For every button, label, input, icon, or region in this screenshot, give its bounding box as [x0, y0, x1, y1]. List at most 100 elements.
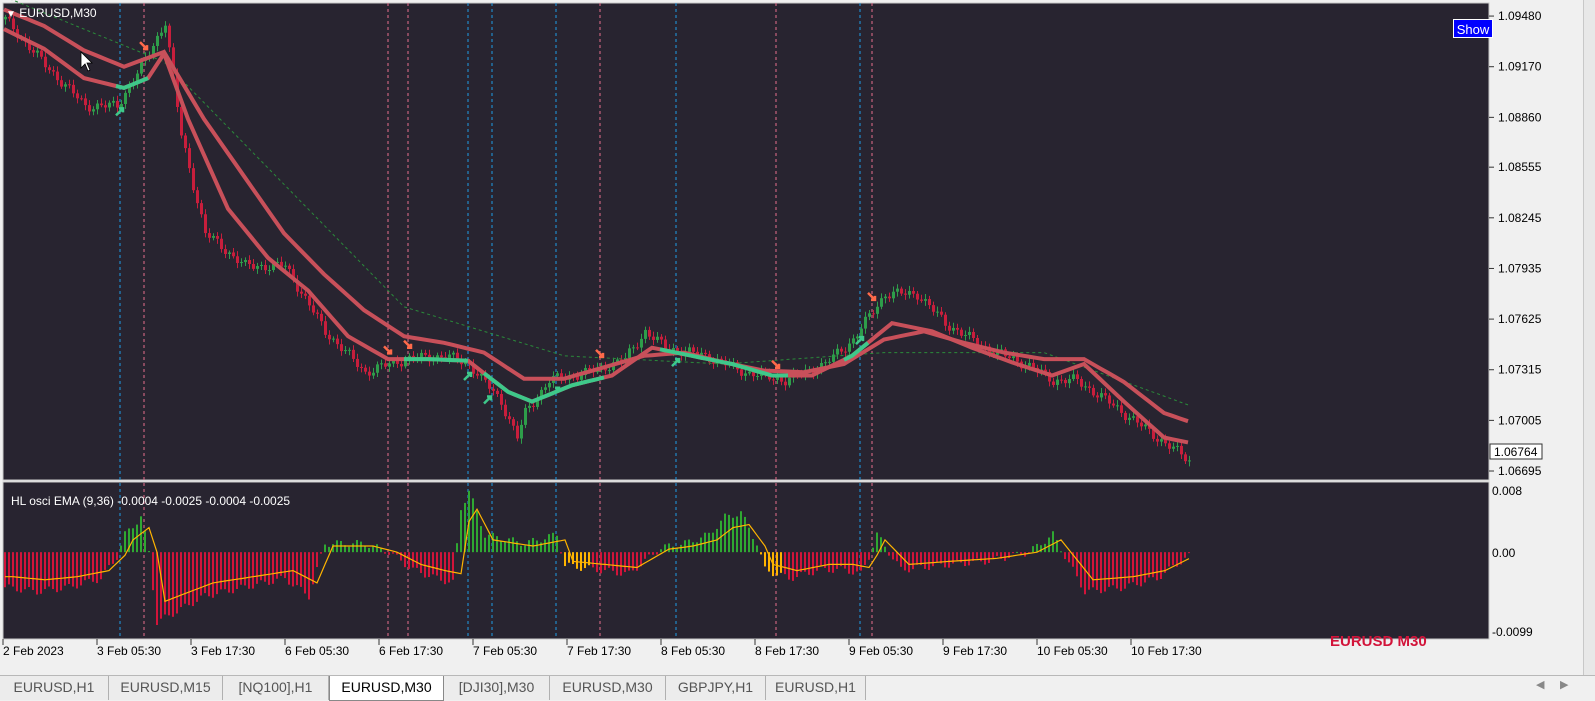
ema-up-segment — [404, 357, 469, 363]
candle-body — [712, 362, 715, 364]
osc-bar — [220, 552, 222, 590]
osc-bar — [480, 526, 482, 553]
tab-scroll-left-icon[interactable]: ◀ — [1536, 679, 1545, 691]
osc-bar — [820, 552, 822, 567]
price-pane[interactable] — [2, 2, 1490, 481]
time-tick-label: 10 Feb 17:30 — [1131, 644, 1202, 658]
candle-body — [1132, 416, 1135, 418]
osc-bar — [752, 538, 754, 553]
collapse-triangle-icon[interactable]: ▼ — [6, 9, 16, 20]
osc-bar — [700, 537, 702, 553]
candle-body — [676, 348, 679, 352]
tab-eurusd-m15[interactable]: EURUSD,M15 — [109, 676, 223, 700]
chart-area[interactable]: 1.09480 1.09170 1.08860 1.08555 1.08245 1.079… — [0, 0, 1583, 675]
tab-nq100-h1[interactable]: [NQ100],H1 — [223, 676, 329, 700]
osc-bar — [1120, 552, 1122, 592]
osc-bar — [436, 552, 438, 576]
candle-body — [256, 266, 259, 269]
osc-bar — [300, 552, 302, 587]
osc-bar — [852, 552, 854, 575]
osc-bar — [16, 552, 18, 592]
candle-body — [772, 379, 775, 381]
osc-bar — [668, 543, 670, 553]
osc-bar — [1028, 552, 1030, 554]
candle-body — [296, 280, 299, 292]
osc-bar — [780, 552, 782, 573]
candle-body — [260, 264, 263, 267]
time-tick-label: 7 Feb 05:30 — [473, 644, 537, 658]
candle-body — [268, 270, 271, 272]
osc-bar — [812, 552, 814, 576]
osc-bar — [224, 552, 226, 590]
candle-body — [368, 371, 371, 376]
candle-body — [244, 260, 247, 263]
osc-bar — [112, 552, 114, 564]
osc-bar — [1172, 552, 1174, 566]
tab-eurusd-h1[interactable]: EURUSD,H1 — [0, 676, 109, 700]
show-button[interactable]: Show — [1453, 19, 1493, 38]
osc-bar — [992, 552, 994, 558]
osc-bar — [960, 552, 962, 563]
indicator-tick-label: 0.008 — [1492, 484, 1522, 498]
osc-bar — [824, 552, 826, 568]
osc-bar — [1180, 552, 1182, 565]
osc-bar — [172, 552, 174, 617]
tab-eurusd-h1-2[interactable]: EURUSD,H1 — [766, 676, 866, 700]
osc-bar — [24, 552, 26, 590]
osc-bar — [816, 552, 818, 571]
candle-body — [848, 343, 851, 352]
candle-body — [212, 235, 215, 238]
price-tick-label: 1.09480 — [1498, 9, 1542, 23]
time-tick-label: 10 Feb 05:30 — [1037, 644, 1108, 658]
candle-body — [60, 80, 63, 87]
candle-body — [272, 262, 275, 271]
indicator-pane[interactable] — [2, 481, 1490, 640]
osc-bar — [384, 552, 386, 554]
sell-arrow-icon — [403, 339, 413, 350]
osc-bar — [520, 545, 522, 553]
candle-body — [72, 84, 75, 94]
candle-body — [248, 260, 251, 265]
candle-body — [784, 381, 787, 386]
ema-slow-line — [3, 7, 1189, 424]
time-tick-label: 8 Feb 05:30 — [661, 644, 725, 658]
osc-bar — [680, 544, 682, 553]
osc-bar — [604, 552, 606, 571]
osc-bar — [828, 552, 830, 573]
candle-body — [396, 359, 399, 364]
candle-body — [824, 362, 827, 364]
candle-body — [204, 214, 207, 234]
osc-bar — [208, 552, 210, 597]
candle-body — [744, 373, 747, 376]
candle-body — [664, 339, 667, 350]
candle-body — [1064, 379, 1067, 384]
tab-eurusd-m30[interactable]: EURUSD,M30 — [550, 676, 666, 700]
tab-eurusd-m30-active[interactable]: EURUSD,M30 — [329, 676, 444, 701]
osc-bar — [444, 552, 446, 585]
osc-bar — [588, 552, 590, 566]
candle-body — [1152, 428, 1155, 439]
candle-body — [704, 352, 707, 355]
osc-bar — [632, 552, 634, 571]
osc-bar — [388, 552, 390, 555]
candle-body — [172, 47, 175, 74]
right-scrollbar[interactable] — [1583, 0, 1595, 675]
candle-body — [548, 383, 551, 388]
tab-dji30-m30[interactable]: [DJI30],M30 — [444, 676, 550, 700]
osc-bar — [1104, 552, 1106, 592]
candle-body — [384, 363, 387, 367]
sell-arrow-icon — [383, 345, 393, 355]
osc-bar — [364, 545, 366, 553]
candle-body — [308, 295, 311, 306]
osc-bar — [696, 542, 698, 553]
osc-bar — [540, 542, 542, 553]
tab-gbpjpy-h1[interactable]: GBPJPY,H1 — [666, 676, 766, 700]
osc-bar — [984, 552, 986, 565]
candle-body — [448, 354, 451, 359]
symbol-title[interactable]: ▼ EURUSD,M30 — [6, 6, 97, 20]
osc-bar — [124, 531, 126, 553]
tab-scroll-right-icon[interactable]: ▶ — [1560, 679, 1569, 691]
candle-body — [1128, 417, 1131, 420]
candle-body — [1032, 362, 1035, 368]
candle-body — [560, 373, 563, 379]
